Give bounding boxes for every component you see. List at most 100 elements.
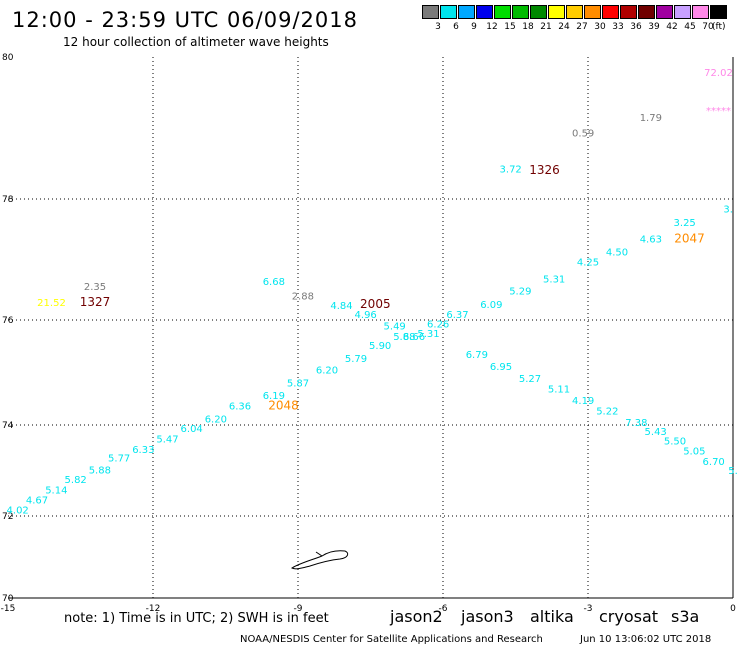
wave-height-label: 5.31 bbox=[543, 274, 565, 285]
wave-height-label: 5.49 bbox=[384, 321, 406, 332]
wave-height-label: 4.67 bbox=[26, 496, 48, 507]
legend-label: 6 bbox=[453, 22, 459, 32]
wave-height-label: 6.79 bbox=[466, 350, 488, 361]
wave-height-label: 5.14 bbox=[45, 485, 67, 496]
wave-height-label: 5.79 bbox=[345, 354, 367, 365]
x-tick-label: 0 bbox=[730, 604, 736, 614]
legend-swatch bbox=[566, 5, 583, 19]
legend-label: 27 bbox=[576, 22, 588, 32]
legend-swatch bbox=[422, 5, 439, 19]
pass-time-label: 2048 bbox=[268, 398, 299, 412]
island-spit bbox=[315, 551, 323, 557]
wave-height-label: 3.72 bbox=[500, 165, 522, 176]
wave-height-label: 5.88 bbox=[89, 466, 111, 477]
wave-height-label: 5.90 bbox=[369, 341, 391, 352]
wave-height-label: 6.95 bbox=[490, 362, 512, 373]
y-tick-label: 72 bbox=[2, 512, 13, 522]
wave-height-label: 4.02 bbox=[7, 506, 29, 517]
wave-height-label: 3.25 bbox=[674, 218, 696, 229]
legend-label: 21 bbox=[540, 22, 552, 32]
wave-height-label: 5.43 bbox=[645, 427, 667, 438]
legend-swatch bbox=[548, 5, 565, 19]
wave-height-label: 4.25 bbox=[577, 258, 599, 269]
legend-label: 24 bbox=[558, 22, 570, 32]
credit-line: NOAA/NESDIS Center for Satellite Applica… bbox=[240, 634, 543, 645]
pass-time-label: 2047 bbox=[674, 232, 705, 246]
wave-height-label: 5.11 bbox=[548, 384, 570, 395]
wave-height-label: 6.20 bbox=[205, 414, 227, 425]
wave-height-label: 6.36 bbox=[229, 401, 251, 412]
legend-swatch bbox=[476, 5, 493, 19]
legend-label: 70 bbox=[702, 22, 714, 32]
x-tick-label: -9 bbox=[294, 604, 303, 614]
island-outline bbox=[290, 550, 349, 570]
legend-label: 9 bbox=[471, 22, 477, 32]
x-tick-label: -12 bbox=[146, 604, 161, 614]
wave-height-label: 6.26 bbox=[427, 319, 449, 330]
legend-swatch bbox=[620, 5, 637, 19]
wave-height-label: 6.70 bbox=[703, 457, 725, 468]
wave-height-label: 4.19 bbox=[572, 396, 594, 407]
legend-label: 15 bbox=[504, 22, 516, 32]
legend-swatch bbox=[440, 5, 457, 19]
wave-height-label: 6.37 bbox=[446, 310, 468, 321]
legend-swatch bbox=[674, 5, 691, 19]
legend-swatch bbox=[656, 5, 673, 19]
wave-height-label: 6.20 bbox=[316, 366, 338, 377]
wave-height-label: 5.47 bbox=[156, 434, 178, 445]
wave-height-label: 2.88 bbox=[292, 291, 314, 302]
wave-height-label: 5. bbox=[728, 466, 738, 477]
wave-height-label: ***** bbox=[706, 106, 731, 117]
legend-swatch bbox=[692, 5, 709, 19]
wave-height-label: 5.50 bbox=[664, 437, 686, 448]
satellite-s3a: s3a bbox=[671, 607, 700, 626]
wave-height-label: 6.19 bbox=[263, 391, 285, 402]
wave-height-label: 6.66 bbox=[403, 332, 425, 343]
y-tick-label: 78 bbox=[2, 195, 14, 205]
satellite-jason3: jason3 bbox=[461, 607, 514, 626]
wave-height-label: 6.04 bbox=[181, 424, 203, 435]
legend-label: 12 bbox=[486, 22, 498, 32]
legend-swatch bbox=[602, 5, 619, 19]
map-subtitle: 12 hour collection of altimeter wave hei… bbox=[63, 35, 329, 49]
wave-height-label: 5.05 bbox=[683, 447, 705, 458]
satellite-altika: altika bbox=[530, 607, 574, 626]
wave-height-label: 1.79 bbox=[640, 113, 662, 124]
legend-label: 30 bbox=[594, 22, 606, 32]
legend-swatch bbox=[530, 5, 547, 19]
wave-height-label: 4.63 bbox=[640, 235, 662, 246]
legend-label: 3 bbox=[435, 22, 441, 32]
wave-height-label: 21.52 bbox=[37, 298, 66, 309]
wave-height-label: 5.88 bbox=[393, 332, 415, 343]
wave-height-label: 4.96 bbox=[355, 310, 377, 321]
map-title: 12:00 - 23:59 UTC 06/09/2018 bbox=[12, 8, 358, 32]
wave-height-label: 7.38 bbox=[625, 418, 647, 429]
satellite-cryosat: cryosat bbox=[599, 607, 659, 626]
legend-swatch bbox=[584, 5, 601, 19]
wave-height-label: 5.31 bbox=[417, 329, 439, 340]
wave-height-label: 2.35 bbox=[84, 282, 106, 293]
legend-swatch bbox=[458, 5, 475, 19]
wave-height-label: 5.77 bbox=[108, 453, 130, 464]
y-tick-label: 76 bbox=[2, 316, 14, 326]
wave-height-label: 6.33 bbox=[132, 445, 154, 456]
wave-height-label: 5.22 bbox=[596, 407, 618, 418]
y-tick-label: 74 bbox=[2, 421, 14, 431]
wave-height-label: 4.84 bbox=[330, 301, 352, 312]
wave-height-label: 72.02 bbox=[704, 68, 733, 79]
legend-label: 33 bbox=[612, 22, 624, 32]
pass-time-label: 1327 bbox=[80, 295, 111, 309]
footnote: note: 1) Time is in UTC; 2) SWH is in fe… bbox=[64, 611, 329, 626]
x-tick-label: -15 bbox=[1, 604, 16, 614]
y-tick-label: 70 bbox=[2, 594, 14, 604]
wave-height-label: 5.29 bbox=[509, 287, 531, 298]
legend-swatch bbox=[512, 5, 529, 19]
legend-label: 36 bbox=[630, 22, 642, 32]
legend-swatch bbox=[710, 5, 727, 19]
legend-unit: (ft) bbox=[712, 22, 726, 32]
legend-label: 45 bbox=[684, 22, 696, 32]
wave-height-label: 5.87 bbox=[287, 379, 309, 390]
legend-swatch bbox=[638, 5, 655, 19]
wave-height-label: 5.27 bbox=[519, 374, 541, 385]
